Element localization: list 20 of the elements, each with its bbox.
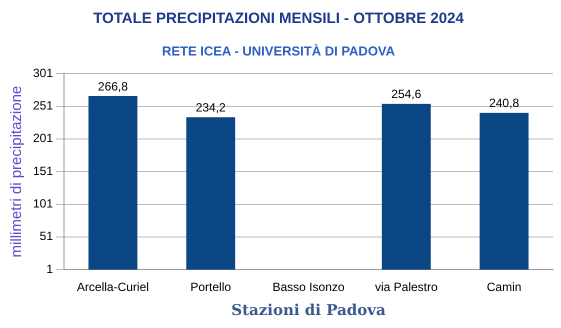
y-tick-label: 51 [40,229,54,244]
y-tick-label: 101 [32,196,54,211]
chart-title: TOTALE PRECIPITAZIONI MENSILI - OTTOBRE 2024 [93,10,464,28]
y-tick-label: 201 [32,131,54,146]
x-tick-label: Basso Isonzo [272,280,345,294]
y-tick-label: 151 [32,164,54,178]
y-axis-title: millimetri di precipitazione [8,86,26,258]
data-label: 234,2 [196,100,226,115]
x-tick-label: Arcella-Curiel [76,280,149,294]
x-axis-title: Stazioni di Padova [231,300,386,319]
data-label: 266,8 [98,79,128,94]
y-tick-label: 301 [32,66,54,80]
chart-subtitle: RETE ICEA - UNIVERSITÀ DI PADOVA [162,43,396,58]
data-label: 240,8 [489,96,520,110]
y-tick-label: 1 [46,262,54,276]
y-tick-label: 251 [32,98,54,113]
x-tick-label: Camin [486,280,522,294]
x-tick-label: Portello [190,280,232,294]
data-label: 254,6 [391,87,422,102]
x-tick-label: via Palestro [374,280,438,294]
